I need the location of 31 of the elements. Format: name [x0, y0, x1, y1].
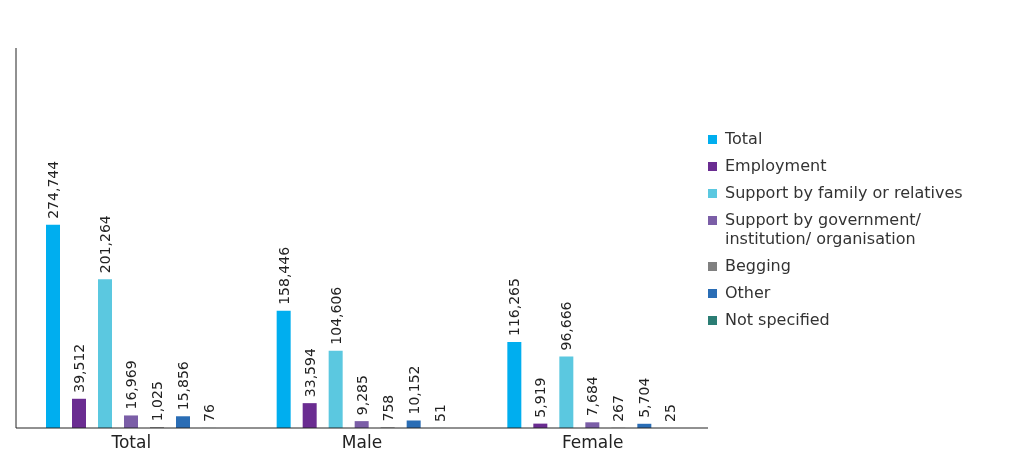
data-label: 267 [610, 395, 627, 422]
data-label: 15,856 [175, 361, 191, 411]
data-label: 201,264 [97, 215, 113, 274]
data-label: 76 [201, 404, 217, 422]
legend-label: Support by family or relatives [725, 183, 963, 202]
data-label: 39,512 [71, 343, 87, 393]
x-tick-label: Female [561, 432, 624, 453]
data-label: 1,025 [149, 381, 165, 422]
data-label: 51 [431, 404, 448, 422]
legend-label: Total [725, 129, 763, 148]
data-label: 9,285 [353, 375, 370, 416]
data-label: 10,152 [405, 365, 422, 415]
data-label: 16,969 [123, 360, 139, 410]
legend-label: Support by government/ institution/ organisation [725, 210, 922, 248]
data-label: 96,666 [558, 301, 575, 351]
data-label: 104,606 [327, 286, 344, 345]
data-label: 5,919 [532, 377, 549, 418]
data-label: 33,594 [301, 348, 318, 398]
legend-label: Begging [725, 256, 791, 275]
data-label: 758 [379, 394, 396, 422]
data-label: 5,704 [636, 377, 653, 418]
data-label: 116,265 [506, 278, 523, 337]
legend-label: Other [725, 283, 771, 302]
legend-label: Not specified [725, 310, 830, 329]
x-tick-label: Total [110, 432, 152, 453]
legend-label: Employment [725, 156, 827, 175]
data-label: 158,446 [275, 246, 292, 305]
x-tick-label: Male [341, 432, 383, 453]
data-label: 274,744 [45, 160, 61, 219]
data-label: 25 [662, 404, 679, 422]
data-label: 7,684 [584, 376, 601, 417]
